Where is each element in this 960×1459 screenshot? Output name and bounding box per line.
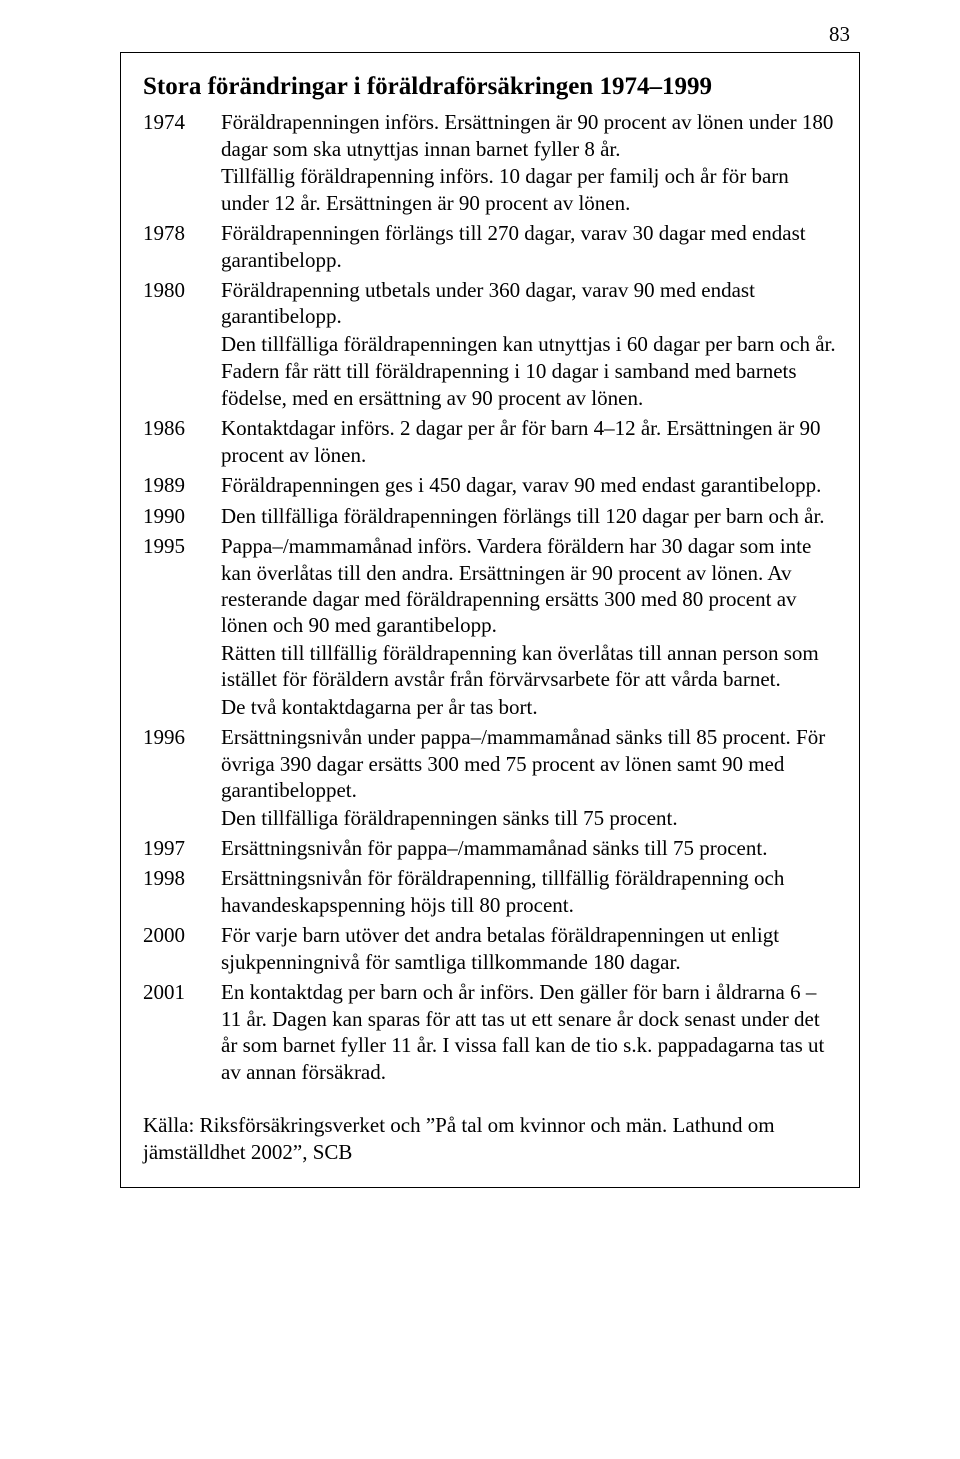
timeline-paragraph: Föräldrapenningen ges i 450 dagar, varav… [221,472,837,498]
timeline-description: För varje barn utöver det andra betalas … [221,919,837,976]
timeline-table: 1974Föräldrapenningen införs. Ersättning… [143,106,837,1086]
timeline-row: 1986Kontaktdagar införs. 2 dagar per år … [143,412,837,469]
timeline-description: Föräldrapenningen ges i 450 dagar, varav… [221,469,837,499]
timeline-row: 1990Den tillfälliga föräldrapenningen fö… [143,500,837,530]
timeline-row: 2001En kontaktdag per barn och år införs… [143,976,837,1086]
timeline-year: 1995 [143,530,221,721]
timeline-description: Föräldrapenningen införs. Ersättningen ä… [221,106,837,217]
timeline-row: 1989Föräldrapenningen ges i 450 dagar, v… [143,469,837,499]
timeline-year: 1980 [143,274,221,412]
timeline-year: 1998 [143,862,221,919]
timeline-row: 1996Ersättningsnivån under pappa–/mammam… [143,721,837,832]
timeline-row: 2000För varje barn utöver det andra beta… [143,919,837,976]
timeline-row: 1995Pappa–/mammamånad införs. Vardera fö… [143,530,837,721]
timeline-description: En kontaktdag per barn och år införs. De… [221,976,837,1086]
timeline-paragraph: Fadern får rätt till föräldrapenning i 1… [221,358,837,411]
timeline-paragraph: Ersättningsnivån för pappa–/mammamånad s… [221,835,837,861]
timeline-paragraph: En kontaktdag per barn och år införs. De… [221,979,837,1085]
timeline-paragraph: Föräldrapenningen förlängs till 270 daga… [221,220,837,273]
timeline-paragraph: För varje barn utöver det andra betalas … [221,922,837,975]
timeline-description: Pappa–/mammamånad införs. Vardera föräld… [221,530,837,721]
timeline-paragraph: Pappa–/mammamånad införs. Vardera föräld… [221,533,837,639]
timeline-paragraph: Rätten till tillfällig föräldrapenning k… [221,640,837,693]
page-number: 83 [829,22,850,47]
timeline-paragraph: Föräldrapenningen införs. Ersättningen ä… [221,109,837,162]
timeline-description: Föräldrapenningen förlängs till 270 daga… [221,217,837,274]
timeline-description: Ersättningsnivån för pappa–/mammamånad s… [221,832,837,862]
timeline-year: 1990 [143,500,221,530]
timeline-paragraph: Den tillfälliga föräldrapenningen sänks … [221,805,837,831]
document-page: 83 Stora förändringar i föräldraförsäkri… [0,0,960,1459]
timeline-year: 2000 [143,919,221,976]
timeline-year: 1996 [143,721,221,832]
timeline-paragraph: Tillfällig föräldrapenning införs. 10 da… [221,163,837,216]
timeline-row: 1978Föräldrapenningen förlängs till 270 … [143,217,837,274]
timeline-row: 1974Föräldrapenningen införs. Ersättning… [143,106,837,217]
content-box: Stora förändringar i föräldraförsäkringe… [120,52,860,1188]
timeline-year: 1989 [143,469,221,499]
timeline-year: 1986 [143,412,221,469]
timeline-row: 1997Ersättningsnivån för pappa–/mammamån… [143,832,837,862]
timeline-description: Föräldrapenning utbetals under 360 dagar… [221,274,837,412]
timeline-year: 1974 [143,106,221,217]
timeline-paragraph: Föräldrapenning utbetals under 360 dagar… [221,277,837,330]
timeline-year: 1978 [143,217,221,274]
source-line: Källa: Riksförsäkringsverket och ”På tal… [143,1112,837,1165]
timeline-row: 1998Ersättningsnivån för föräldrapenning… [143,862,837,919]
timeline-paragraph: De två kontaktdagarna per år tas bort. [221,694,837,720]
timeline-paragraph: Kontaktdagar införs. 2 dagar per år för … [221,415,837,468]
timeline-paragraph: Ersättningsnivån under pappa–/mammamånad… [221,724,837,803]
timeline-row: 1980Föräldrapenning utbetals under 360 d… [143,274,837,412]
timeline-paragraph: Den tillfälliga föräldrapenningen kan ut… [221,331,837,357]
timeline-description: Den tillfälliga föräldrapenningen förlän… [221,500,837,530]
timeline-description: Ersättningsnivån för föräldrapenning, ti… [221,862,837,919]
timeline-year: 1997 [143,832,221,862]
timeline-description: Ersättningsnivån under pappa–/mammamånad… [221,721,837,832]
timeline-paragraph: Ersättningsnivån för föräldrapenning, ti… [221,865,837,918]
timeline-year: 2001 [143,976,221,1086]
timeline-paragraph: Den tillfälliga föräldrapenningen förlän… [221,503,837,529]
timeline-description: Kontaktdagar införs. 2 dagar per år för … [221,412,837,469]
box-title: Stora förändringar i föräldraförsäkringe… [143,71,837,102]
